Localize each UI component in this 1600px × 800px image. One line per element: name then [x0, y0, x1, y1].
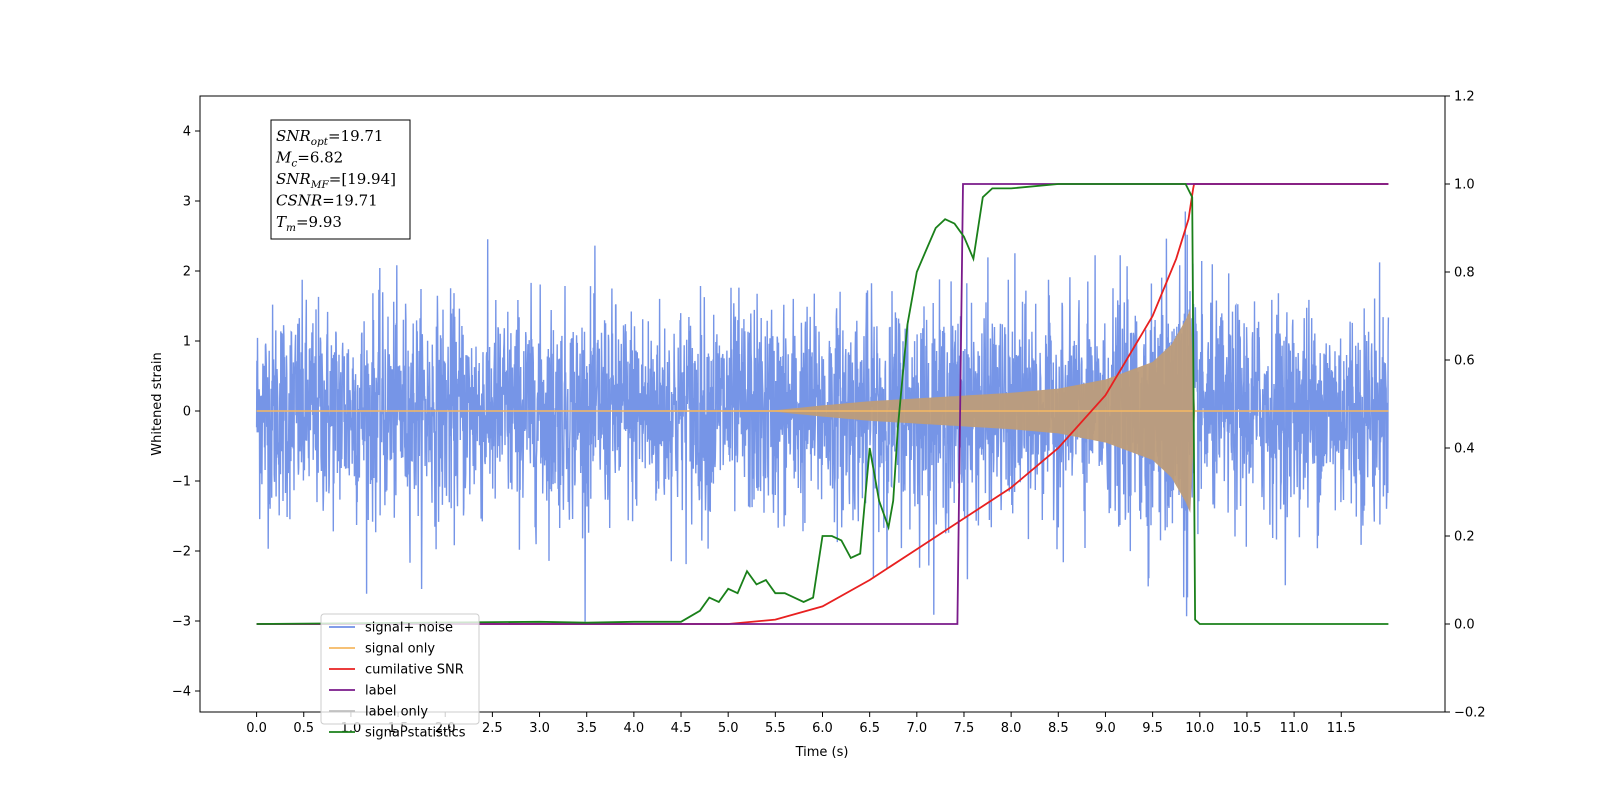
x-tick-label: 2.0: [435, 721, 456, 736]
y-axis-left: −4 −3 −2 −1 0 1 2 3 4: [172, 125, 200, 700]
x-tick-label: 5.5: [765, 721, 786, 736]
y-tick-label: −4: [172, 685, 191, 700]
x-tick-label: 0.5: [293, 721, 314, 736]
y-tick-label: 2: [183, 265, 191, 280]
x-tick-label: 0.0: [246, 721, 267, 736]
x-tick-label: 9.5: [1142, 721, 1163, 736]
annotation-line: SNRMF=[19.94]: [276, 170, 396, 191]
series-layer: [255, 183, 1390, 625]
series-signal-statistics: [256, 183, 1389, 625]
y-tick-label: −1: [172, 475, 191, 490]
y2-tick-label: 1.0: [1454, 178, 1475, 193]
annotation-line: CSNR=19.71: [276, 192, 378, 210]
legend-label: label only: [365, 705, 428, 720]
x-tick-label: 11.5: [1327, 721, 1356, 736]
x-tick-label: 4.5: [671, 721, 692, 736]
x-tick-label: 7.5: [954, 721, 975, 736]
series-signal-noise: [255, 211, 1390, 622]
x-tick-label: 5.0: [718, 721, 739, 736]
x-tick-label: 6.0: [812, 721, 833, 736]
y-axis-right: −0.2 0.0 0.2 0.4 0.6 0.8 1.0 1.2: [1445, 90, 1486, 721]
y-tick-label: −3: [172, 615, 191, 630]
y-tick-label: −2: [172, 545, 191, 560]
x-tick-label: 3.0: [529, 721, 550, 736]
y2-tick-label: −0.2: [1454, 706, 1486, 721]
legend-frame: [320, 613, 480, 725]
x-axis-label: Time (s): [795, 745, 849, 760]
y2-tick-label: 0.8: [1454, 266, 1475, 281]
x-tick-label: 10.5: [1232, 721, 1261, 736]
x-tick-label: 6.5: [859, 721, 880, 736]
legend-label: signal only: [365, 642, 435, 657]
annotation-box: SNRopt=19.71Mc=6.82SNRMF=[19.94]CSNR=19.…: [270, 119, 411, 240]
annotation-line: Tm=9.93: [276, 213, 342, 234]
legend: signal+ noise signal only cumilative SNR la…: [320, 613, 480, 741]
x-tick-label: 8.5: [1048, 721, 1069, 736]
x-tick-label: 10.0: [1185, 721, 1214, 736]
x-tick-label: 1.5: [388, 721, 409, 736]
x-axis: 0.0 0.5 1.0 1.5 2.0 2.5 3.0 3.5 4.0 4.5 5.0 5.5 6.0 6…: [246, 712, 1356, 736]
y2-tick-label: 0.4: [1454, 442, 1475, 457]
y-tick-label: 0: [183, 405, 191, 420]
y-tick-label: 4: [183, 125, 191, 140]
series-cumulative-snr: [256, 183, 1389, 625]
series-label: [256, 183, 1389, 625]
y-axis-label: Whitened strain: [150, 352, 165, 455]
y-tick-label: 3: [183, 195, 191, 210]
legend-label: signal statistics: [365, 726, 466, 741]
annotation-frame: [270, 119, 411, 240]
legend-label: cumilative SNR: [365, 663, 464, 678]
x-tick-label: 9.0: [1095, 721, 1116, 736]
x-tick-label: 3.5: [576, 721, 597, 736]
x-tick-label: 11.0: [1280, 721, 1309, 736]
annotation-line: Mc=6.82: [275, 149, 343, 170]
y2-tick-label: 0.2: [1454, 530, 1475, 545]
x-tick-label: 2.5: [482, 721, 503, 736]
x-tick-label: 8.0: [1001, 721, 1022, 736]
y2-tick-label: 1.2: [1454, 90, 1475, 105]
legend-label: label: [365, 684, 396, 699]
y2-tick-label: 0.0: [1454, 618, 1475, 633]
y2-tick-label: 0.6: [1454, 354, 1475, 369]
x-tick-label: 4.0: [624, 721, 645, 736]
y-tick-label: 1: [183, 335, 191, 350]
x-tick-label: 7.0: [906, 721, 927, 736]
legend-label: signal+ noise: [365, 621, 453, 636]
annotation-line: SNRopt=19.71: [276, 127, 383, 148]
